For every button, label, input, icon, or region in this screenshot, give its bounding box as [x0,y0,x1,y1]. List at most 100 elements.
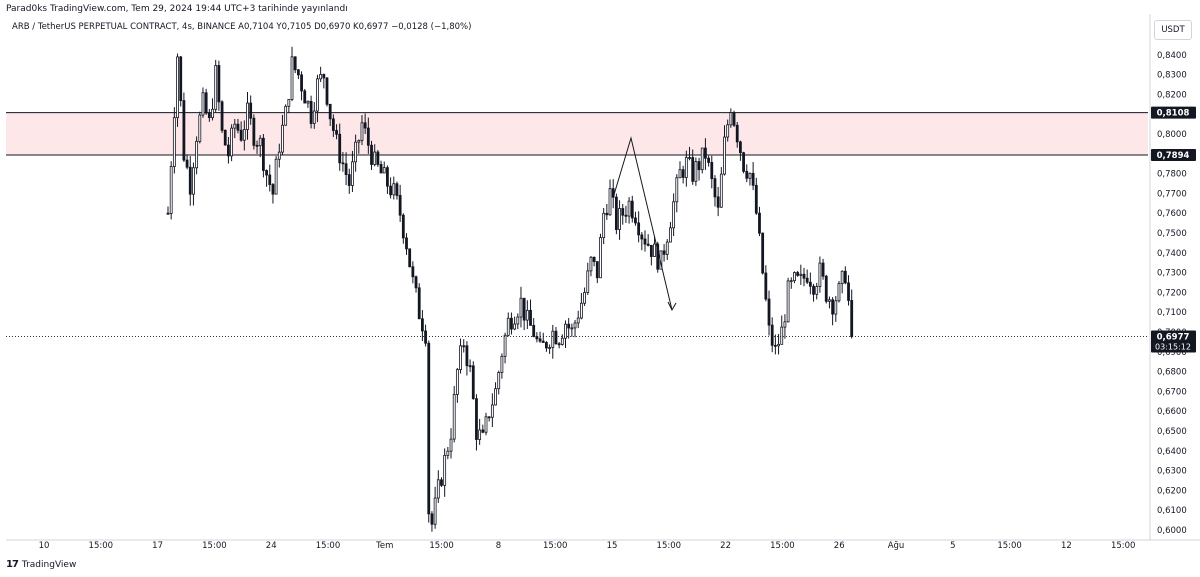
candle [649,244,653,266]
currency-button[interactable]: USDT [1154,20,1192,40]
candle-body-up [608,188,612,216]
candle [796,270,800,277]
candle-body-down [640,234,644,240]
candle [300,71,303,101]
candle [735,121,739,148]
candle-body-up [513,323,517,330]
candle [503,332,507,364]
candle [802,267,806,287]
candle-body-down [824,275,828,302]
candle [589,256,593,277]
candle-body-down [389,185,393,196]
time-axis[interactable]: 10 15:00 17 15:00 24 15:00 Tem 15:00 8 15:00 15 15:… [6,539,1200,551]
y-tick-label: 0,8200 [1157,90,1187,100]
x-tick-label: 15:00 [429,541,454,551]
candle-body-up [392,183,396,196]
y-tick-label: 0,7500 [1157,229,1187,239]
candle-body-down [732,112,736,126]
x-tick-label: Ağu [888,541,905,551]
candle-body-up [290,56,294,100]
candle [401,213,405,244]
candle [541,332,545,343]
candle [525,300,529,330]
candle [233,118,237,139]
candle-body-down [649,244,653,257]
candle [707,155,710,167]
y-tick-label: 0,6200 [1157,486,1187,496]
candle-body-up [436,479,440,499]
candle [739,140,742,161]
candle [192,162,195,206]
candle [726,119,730,142]
tradingview-footer[interactable]: 17 TradingView [6,559,76,570]
candle-body-up [688,157,691,159]
candle-body-up [455,369,459,395]
candle [713,175,717,207]
candle [529,299,532,326]
candle [204,88,208,115]
candle-body-up [198,114,202,142]
trend-drawing[interactable] [612,136,673,311]
candle [347,168,351,194]
candle [662,244,666,262]
candle-body-up [274,158,278,195]
candle [239,121,243,142]
candle [570,323,574,337]
candle-body-up [678,169,682,179]
candle-body-up [169,166,173,214]
candle [697,157,701,181]
zone-lower-price-label: 0,7894 [1157,151,1190,161]
candle-body-down [468,365,472,368]
candle [834,295,838,322]
candle [767,290,771,336]
candle-body-down [681,169,685,178]
candle [420,310,424,342]
candle-body-down [309,100,313,124]
candle-body-down [522,297,526,321]
candle [455,368,459,403]
candle [331,114,335,137]
candle-body-down [541,340,545,343]
x-tick-label: 15 [607,541,618,551]
candle-body-up [312,110,316,124]
candle-body-down [185,159,189,168]
candle-body-down [341,162,345,165]
arrow-head-icon[interactable] [667,301,677,312]
candle [195,136,199,175]
candle [640,232,644,251]
candle [487,416,491,422]
candle-body-up [799,273,803,276]
candle [621,203,625,225]
y-tick-label: 0,6800 [1157,368,1187,378]
candle-body-up [599,237,602,279]
candle [328,103,332,126]
candle-body-up [837,283,841,302]
candle-body-down [751,172,755,186]
candle [363,113,367,135]
candle [678,161,682,179]
candle-body-down [249,102,253,119]
candle-body-down [379,164,383,174]
symbol-ohlc-legend[interactable]: ARB / TetherUS PERPETUAL CONTRACT, 4s, B… [12,22,472,32]
y-tick-label: 0,7700 [1157,189,1187,199]
candle-body-down [481,429,485,433]
candle [624,205,628,223]
candle [751,162,755,191]
candle [379,160,383,174]
candle-body-down [634,217,637,224]
candle-body-down [716,196,720,208]
candle [319,66,323,83]
x-tick-label: Tem [375,541,393,551]
candle [303,88,307,104]
candle-body-up [211,108,214,119]
candle [586,262,590,295]
candle-body-down [417,287,421,320]
tradingview-logo-icon: 17 [6,559,19,570]
drawing-tools[interactable] [612,136,677,312]
candle-body-down [605,212,609,216]
candle-body-down [366,127,370,146]
price-axis[interactable]: 0,6000 0,6100 0,6200 0,6300 0,6400 0,6500 0,66… [1149,14,1187,540]
candle [338,123,342,171]
